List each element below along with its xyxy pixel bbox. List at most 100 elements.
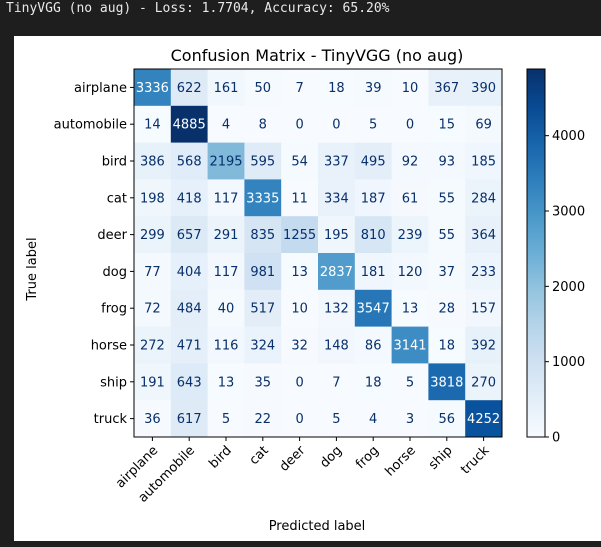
heatmap-cell [391,142,429,180]
cell-value-label: 157 [471,302,496,317]
plot-frame [133,68,503,438]
cell-value-label: 517 [250,302,275,317]
heatmap-cell [465,253,503,291]
heatmap-cell [354,363,392,401]
cell-value-label: 657 [177,228,202,243]
y-axis-label: True label [25,237,40,301]
heatmap-cell [391,69,429,107]
cell-value-label: 13 [291,265,308,280]
heatmap-cell [207,289,245,327]
cell-value-label: 187 [361,191,386,206]
x-tick-label: deer [277,443,309,475]
heatmap-cell [170,326,208,364]
heatmap-cell [318,69,356,107]
cell-value-label: 11 [291,191,308,206]
cell-value-label: 14 [144,118,161,133]
cell-value-label: 595 [250,155,275,170]
cell-value-label: 390 [471,81,496,96]
heatmap-cell [318,326,356,364]
cell-value-label: 185 [471,155,496,170]
colorbar-tick-label: 2000 [552,280,585,295]
confusion-matrix-chart: Confusion Matrix - TinyVGG (no aug) Pred… [25,46,585,534]
cell-value-label: 367 [434,81,459,96]
cell-value-label: 2195 [209,155,242,170]
heatmap-cell [428,142,466,180]
heatmap-cell [318,142,356,180]
cell-value-label: 7 [295,81,303,96]
cell-value-label: 495 [361,155,386,170]
heatmap-cell [318,289,356,327]
cell-value-label: 4885 [173,118,206,133]
heatmap-cell [134,216,172,254]
cell-value-label: 3141 [393,339,426,354]
cell-value-label: 810 [361,228,386,243]
cell-value-label: 10 [402,81,419,96]
heatmap-cell [134,400,172,438]
heatmap-cell [465,289,503,327]
heatmap-cell [281,105,319,143]
heatmap-cell [207,326,245,364]
cell-value-label: 37 [439,265,456,280]
cell-value-label: 8 [259,118,267,133]
heatmap-cell [391,179,429,217]
cell-value-label: 55 [439,191,456,206]
heatmap-cell [134,326,172,364]
colorbar-tick-label: 1000 [552,355,585,370]
cell-value-label: 13 [218,375,235,390]
cell-value-label: 484 [177,302,202,317]
cell-value-label: 272 [140,339,165,354]
cell-value-label: 0 [295,412,303,427]
heatmap-cell [281,363,319,401]
y-tick-label: truck [94,412,128,427]
heatmap-cell [281,142,319,180]
cell-value-label: 392 [471,339,496,354]
cell-value-label: 617 [177,412,202,427]
x-tick-label: truck [458,443,493,478]
cell-value-label: 5 [406,375,414,390]
cell-value-label: 50 [255,81,272,96]
cell-value-label: 0 [295,375,303,390]
cell-value-label: 54 [291,155,308,170]
heatmap-cell [391,216,429,254]
heatmap-cell [281,69,319,107]
heatmap-cell [207,105,245,143]
cell-value-label: 2837 [320,265,353,280]
cell-value-label: 4252 [467,412,500,427]
heatmap-cell [391,363,429,401]
heatmap-cell [428,326,466,364]
heatmap-cell [318,363,356,401]
heatmap-cell [354,326,392,364]
cell-value-label: 3336 [136,81,169,96]
heatmap-cell [207,253,245,291]
x-axis-label: Predicted label [269,519,366,534]
heatmap-cell [465,363,503,401]
heatmap-cell [244,216,282,254]
cell-value-label: 568 [177,155,202,170]
cell-value-label: 299 [140,228,165,243]
heatmap-cell [170,253,208,291]
heatmap-cell [134,142,172,180]
heatmap-cell [134,105,172,143]
cell-value-label: 161 [214,81,239,96]
cell-value-label: 239 [398,228,423,243]
heatmap-cell [318,253,356,291]
cell-value-label: 0 [406,118,414,133]
heatmap-cell [318,105,356,143]
y-tick-label: frog [101,302,127,317]
heatmap-cell [428,253,466,291]
cell-value-label: 86 [365,339,382,354]
heatmap-cell [391,326,429,364]
heatmap-cell [170,216,208,254]
heatmap-cell [244,69,282,107]
cell-value-label: 18 [365,375,382,390]
heatmap-cell [281,216,319,254]
cell-value-label: 4 [369,412,377,427]
colorbar-gradient [526,68,546,438]
cell-value-label: 364 [471,228,496,243]
cell-value-label: 3818 [430,375,463,390]
heatmap-cell [207,363,245,401]
heatmap-cell [281,289,319,327]
heatmap-cell [354,400,392,438]
cell-value-label: 334 [324,191,349,206]
